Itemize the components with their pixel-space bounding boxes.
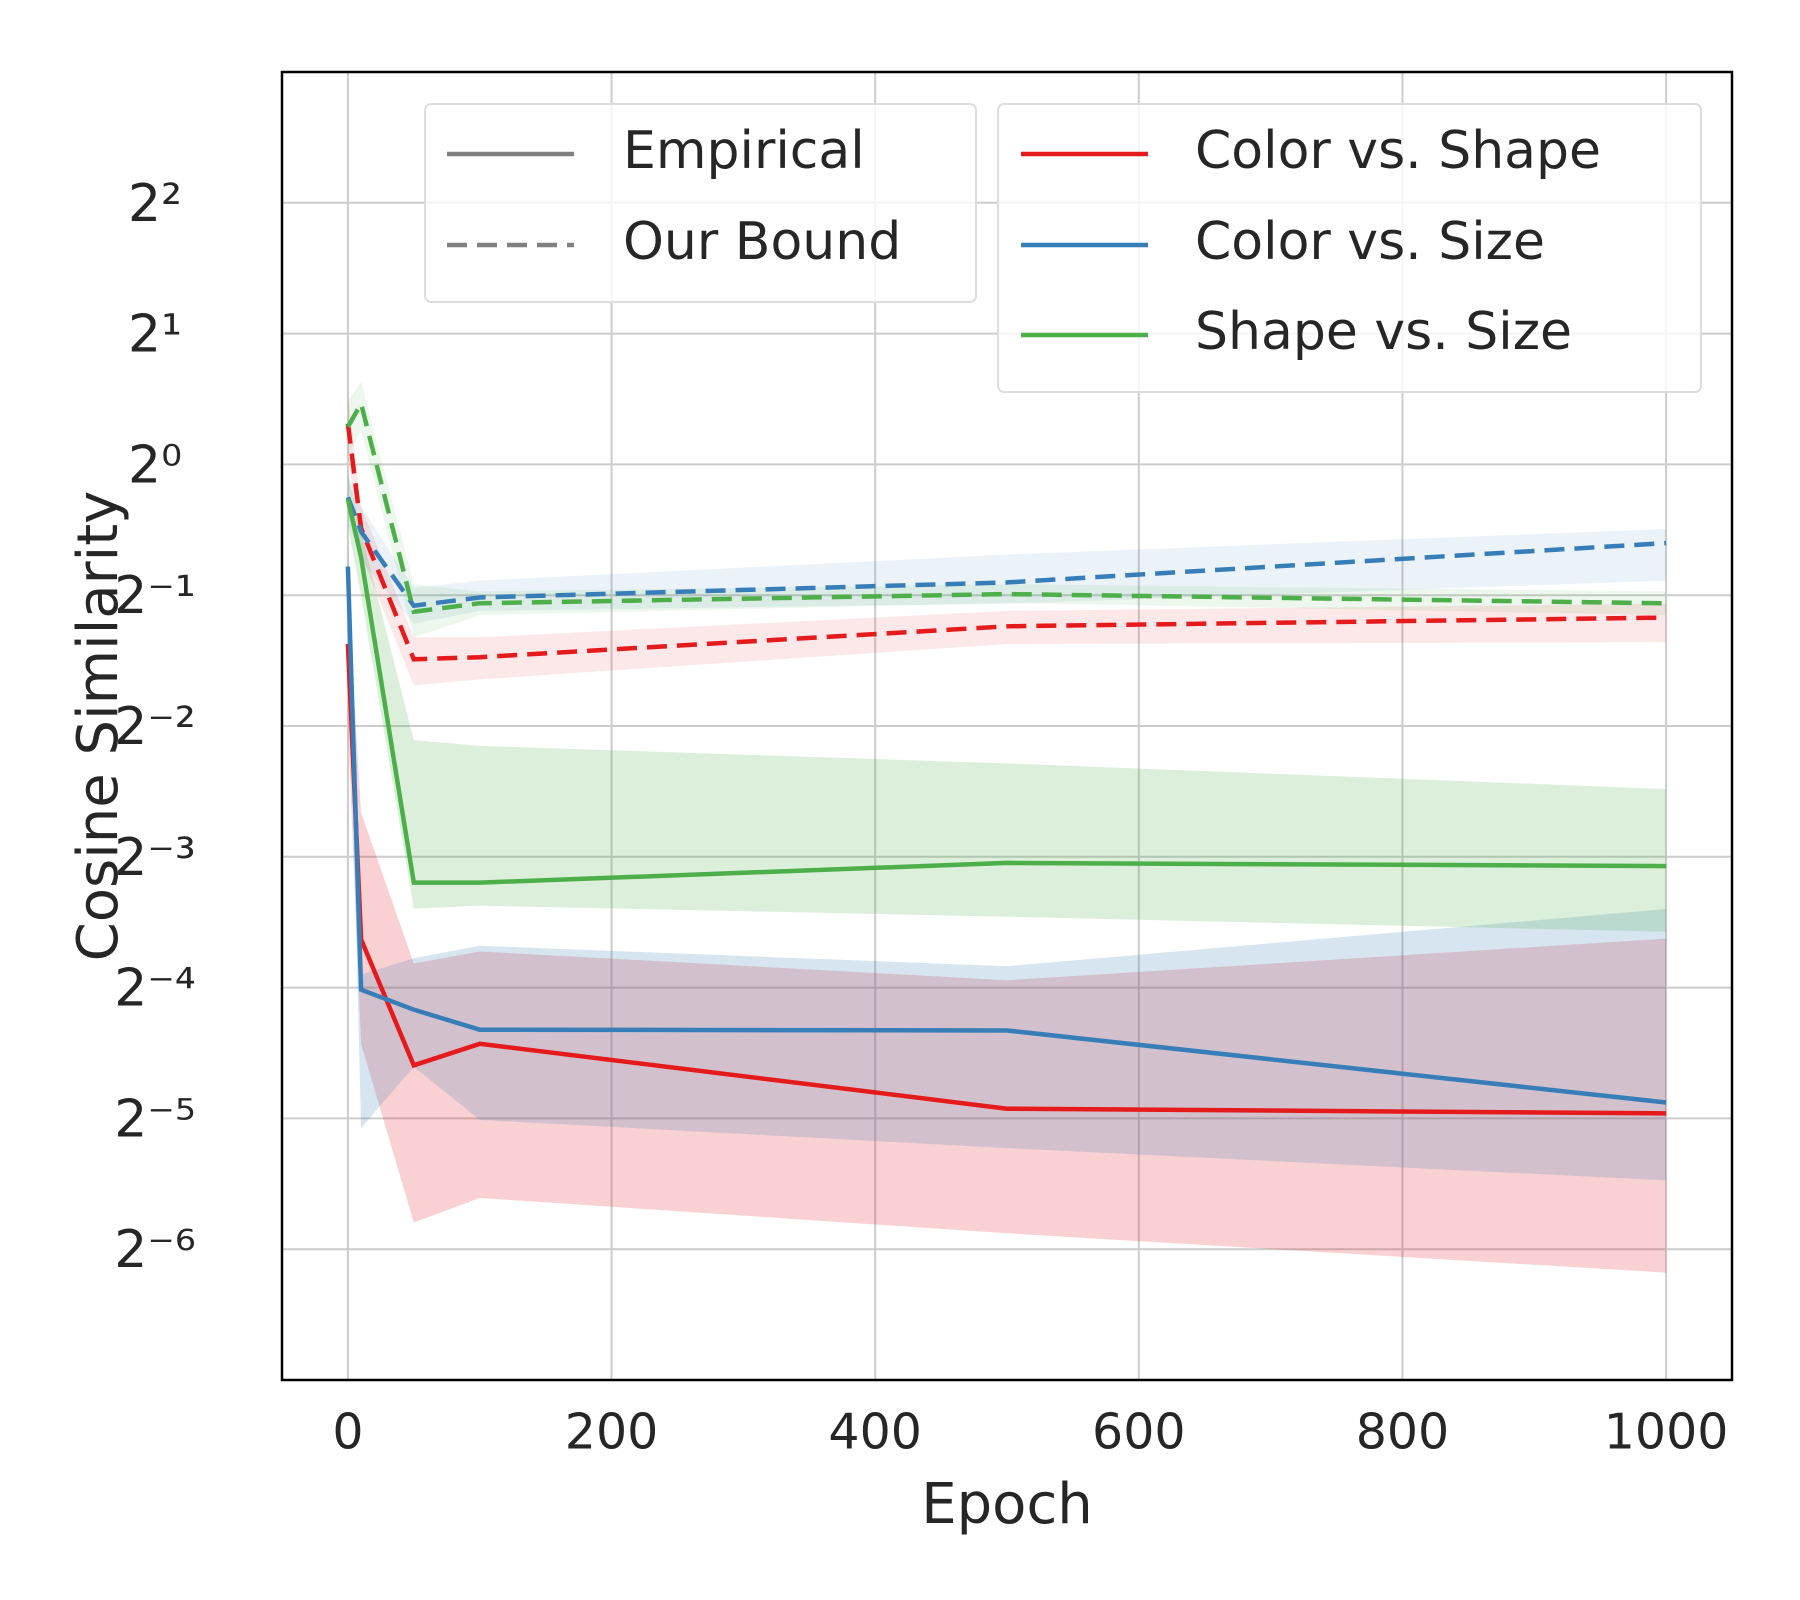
x-tick-label: 0	[332, 1404, 363, 1461]
y-axis-title: Cosine Similarity	[66, 491, 131, 962]
bound-line	[345, 397, 1667, 615]
confidence-band	[347, 474, 1667, 932]
y-tick-label: 2²	[128, 174, 182, 234]
y-tick-label: 2¹	[128, 305, 182, 365]
legend-label: Shape vs. Size	[1195, 302, 1572, 362]
x-tick-label: 200	[565, 1404, 659, 1461]
x-axis-title: Epoch	[921, 1472, 1092, 1537]
empirical-line	[345, 498, 1667, 885]
y-tick-label: 2⁻¹	[114, 566, 195, 626]
y-tick-label: 2⁰	[128, 435, 182, 495]
bound-line	[345, 423, 1667, 662]
plot-area	[345, 381, 1667, 1273]
legend-label: Empirical	[623, 121, 865, 181]
legend-box	[997, 103, 1702, 393]
legend-label: Color vs. Shape	[1195, 121, 1601, 181]
confidence-band	[347, 531, 1667, 1181]
empirical-line	[345, 566, 1667, 1105]
y-tick-label: 2⁻⁶	[114, 1220, 195, 1280]
axes-frame	[280, 70, 1734, 1382]
x-tick-label: 400	[828, 1404, 922, 1461]
x-tick-label: 1000	[1604, 1404, 1729, 1461]
y-tick-label: 2⁻⁴	[114, 959, 195, 1019]
bound-band	[347, 394, 1667, 686]
x-tick-label: 800	[1356, 1404, 1450, 1461]
bound-band	[347, 474, 1667, 624]
bound-band	[347, 381, 1667, 638]
y-tick-label: 2⁻⁵	[114, 1089, 195, 1149]
legend-label: Color vs. Size	[1195, 212, 1545, 272]
bound-line	[345, 496, 1667, 609]
confidence-band	[347, 595, 1667, 1273]
y-tick-label: 2⁻²	[114, 697, 195, 757]
legend-label: Our Bound	[623, 212, 901, 272]
y-tick-label: 2⁻³	[114, 828, 195, 888]
x-tick-label: 600	[1092, 1404, 1186, 1461]
